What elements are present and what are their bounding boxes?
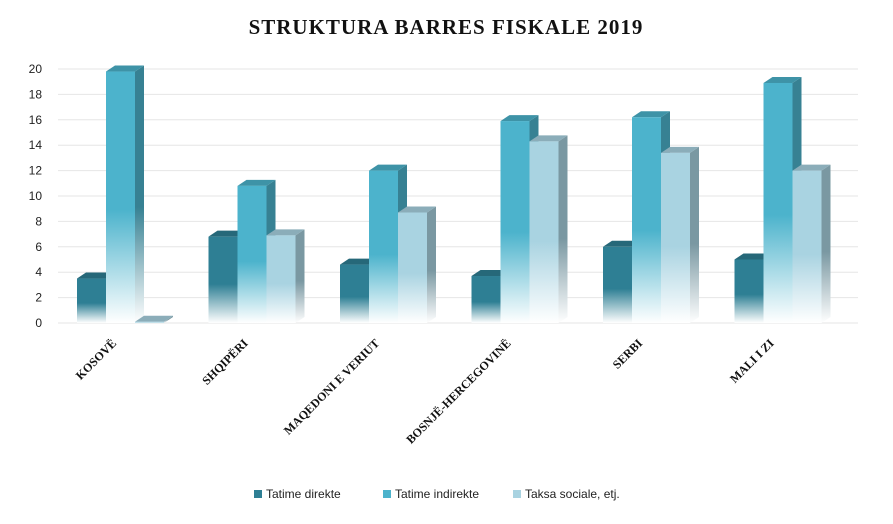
bar-front	[77, 278, 106, 323]
bar-front	[106, 71, 135, 323]
y-axis-ticks: 0 2 4 6 8 10 12 14 16 18 20	[29, 62, 43, 330]
y-tick-label: 18	[29, 87, 43, 101]
bar-taksa-sociale-etj-kosove	[135, 315, 173, 323]
bar-top	[661, 146, 699, 153]
y-tick-label: 4	[35, 265, 42, 279]
legend-item-tatime-direkte: Tatime direkte	[254, 487, 341, 501]
legend-swatch	[513, 490, 521, 498]
y-tick-label: 12	[29, 164, 43, 178]
legend-swatch	[254, 490, 262, 498]
legend-item-tatime-indirekte: Tatime indirekte	[383, 487, 479, 501]
bar-front	[603, 246, 632, 323]
bar-top	[398, 206, 436, 213]
bar-side	[135, 65, 144, 323]
bar-front	[369, 170, 398, 323]
bar-top	[369, 164, 407, 171]
bar-top	[340, 258, 378, 265]
bar-top	[208, 230, 247, 237]
bar-front	[500, 121, 530, 323]
bar-top	[632, 111, 670, 118]
bar-front	[340, 264, 369, 323]
y-tick-label: 10	[29, 189, 43, 203]
bar-top	[471, 270, 510, 277]
y-tick-label: 8	[35, 214, 42, 228]
bar-front	[398, 212, 427, 323]
legend-label: Taksa sociale, etj.	[525, 487, 620, 501]
bar-top	[266, 229, 305, 236]
y-tick-label: 0	[35, 316, 42, 330]
bar-top	[135, 315, 173, 322]
bar-front	[237, 185, 267, 323]
y-tick-label: 14	[29, 138, 43, 152]
legend-label: Tatime direkte	[266, 487, 341, 501]
y-tick-label: 6	[35, 240, 42, 254]
bar-side	[690, 146, 699, 323]
bar-side	[164, 315, 173, 323]
bar-side	[295, 229, 305, 323]
bar-top	[500, 115, 539, 122]
bar-front	[135, 321, 164, 323]
bar-side	[821, 164, 831, 323]
bars	[77, 65, 831, 323]
category-label: SHQIPËRI	[199, 336, 251, 388]
bar-front	[734, 259, 764, 323]
bar-front	[792, 170, 822, 323]
legend-item-taksa-sociale-etj: Taksa sociale, etj.	[513, 487, 620, 501]
bar-top	[603, 240, 641, 247]
gridlines	[58, 68, 858, 324]
bar-tatime-indirekte-kosove	[106, 65, 144, 323]
chart-title: STRUKTURA BARRES FISKALE 2019	[249, 15, 644, 39]
y-tick-label: 20	[29, 62, 43, 76]
category-label: SERBI	[610, 336, 646, 372]
bar-top	[77, 272, 115, 279]
y-tick-label: 16	[29, 113, 43, 127]
bar-top	[763, 76, 802, 83]
bar-taksa-sociale-etj-mali-i-zi	[792, 164, 831, 323]
legend-label: Tatime indirekte	[395, 487, 479, 501]
bar-taksa-sociale-etj-shqiperi	[266, 229, 305, 323]
category-label: MALI I ZI	[727, 336, 777, 386]
bar-taksa-sociale-etj-maqedoni-e-veriut	[398, 206, 436, 323]
bar-top	[734, 253, 773, 260]
bar-top	[237, 179, 276, 186]
bar-taksa-sociale-etj-serbi	[661, 146, 699, 323]
category-label: KOSOVË	[73, 336, 119, 382]
bar-front	[632, 117, 661, 323]
bar-front	[529, 141, 559, 323]
legend: Tatime direkte Tatime indirekte Taksa soci…	[254, 487, 620, 501]
bar-front	[763, 82, 793, 323]
bar-front	[661, 152, 690, 323]
category-label: BOSNJË-HERCEGOVINË	[403, 336, 513, 446]
bar-top	[106, 65, 144, 72]
bar-tatime-indirekte-mali-i-zi	[763, 76, 802, 323]
bar-side	[558, 135, 568, 323]
category-labels: KOSOVË SHQIPËRI MAQEDONI E VERIUT BOSNJË-HE…	[73, 336, 777, 447]
y-tick-label: 2	[35, 291, 42, 305]
category-label: MAQEDONI E VERIUT	[281, 336, 382, 437]
bar-front	[208, 236, 238, 323]
bar-top	[792, 164, 831, 171]
bar-top	[529, 135, 568, 142]
bar-front	[471, 276, 501, 323]
bar-taksa-sociale-etj-bosnje-hercegovine	[529, 135, 568, 323]
bar-side	[427, 206, 436, 323]
bar-front	[266, 235, 296, 323]
legend-swatch	[383, 490, 391, 498]
